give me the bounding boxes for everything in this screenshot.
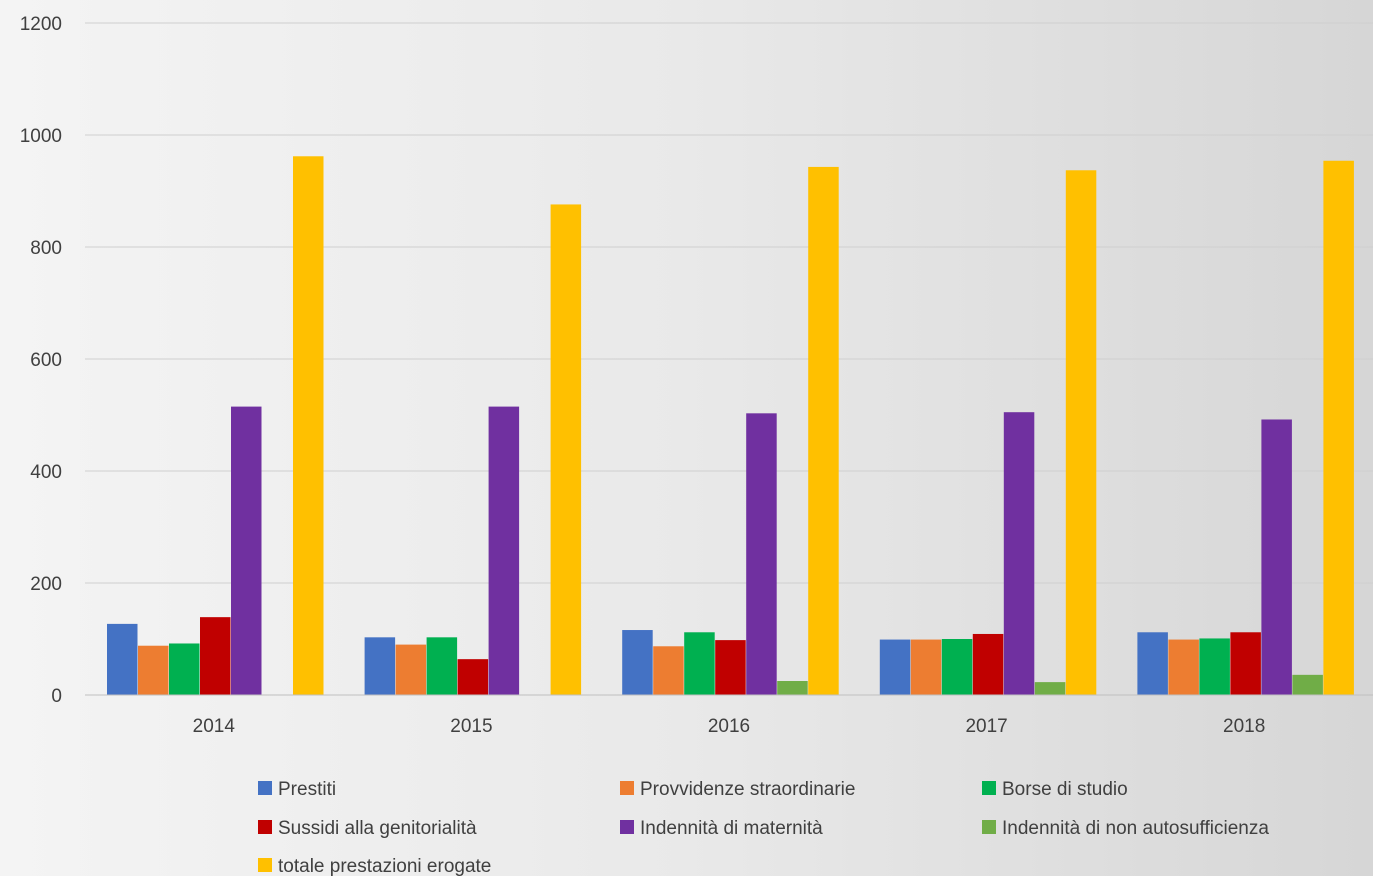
x-axis-labels: 2014 2015 2016 2017 2018 — [193, 716, 1266, 737]
bar-sussidi-alla-genitorialit--2014 — [200, 617, 231, 695]
bar-borse-di-studio-2015 — [426, 637, 458, 695]
bar-prestiti-2014 — [107, 623, 138, 695]
x-tick-label: 2015 — [450, 716, 492, 737]
bar-prestiti-2016 — [622, 630, 653, 695]
bar-borse-di-studio-2014 — [169, 643, 200, 695]
y-tick-label: 0 — [51, 686, 62, 707]
legend-label: totale prestazioni erogate — [278, 856, 491, 876]
x-tick-label: 2016 — [708, 716, 750, 737]
bar-totale-prestazioni-erogate-2015 — [550, 204, 582, 695]
legend-swatch — [258, 820, 272, 834]
bar-totale-prestazioni-erogate-2014 — [293, 156, 324, 695]
bar-sussidi-alla-genitorialit--2017 — [972, 633, 1004, 695]
legend-swatch — [982, 781, 996, 795]
bar-indennit-di-non-autosufficienza-2017 — [1034, 682, 1066, 695]
legend-swatch — [258, 858, 272, 872]
legend-label: Indennità di maternità — [640, 818, 823, 839]
y-tick-label: 200 — [30, 574, 62, 595]
y-tick-label: 600 — [30, 350, 62, 371]
y-axis-ticks: 0 200 400 600 800 1000 1200 — [20, 14, 62, 707]
legend-label: Sussidi alla genitorialità — [278, 818, 477, 839]
bar-prestiti-2017 — [879, 639, 911, 695]
bar-totale-prestazioni-erogate-2018 — [1323, 160, 1354, 695]
bar-provvidenze-straordinarie-2016 — [653, 646, 684, 695]
x-tick-label: 2014 — [193, 716, 236, 737]
bar-borse-di-studio-2017 — [941, 639, 973, 695]
bar-provvidenze-straordinarie-2015 — [395, 644, 427, 695]
bar-indennit-di-maternit--2014 — [231, 406, 262, 695]
legend-label: Prestiti — [278, 779, 336, 800]
bar-provvidenze-straordinarie-2017 — [910, 639, 942, 695]
y-tick-label: 1200 — [20, 14, 62, 35]
bar-borse-di-studio-2018 — [1199, 638, 1230, 695]
y-tick-label: 800 — [30, 238, 62, 259]
bar-sussidi-alla-genitorialit--2016 — [715, 640, 746, 695]
bar-indennit-di-maternit--2015 — [488, 406, 520, 695]
bar-provvidenze-straordinarie-2014 — [138, 645, 169, 695]
legend-label: Indennità di non autosufficienza — [1002, 818, 1269, 839]
legend-swatch — [620, 820, 634, 834]
bar-sussidi-alla-genitorialit--2018 — [1230, 632, 1261, 695]
bar-indennit-di-maternit--2016 — [746, 413, 777, 695]
bar-indennit-di-maternit--2018 — [1261, 419, 1292, 695]
bars — [107, 156, 1354, 696]
x-tick-label: 2017 — [965, 716, 1007, 737]
legend: Prestiti Provvidenze straordinarie Borse d… — [258, 779, 1269, 876]
y-tick-label: 1000 — [20, 126, 62, 147]
bar-totale-prestazioni-erogate-2017 — [1065, 170, 1097, 695]
legend-swatch — [620, 781, 634, 795]
legend-swatch — [258, 781, 272, 795]
bar-indennit-di-non-autosufficienza-2016 — [777, 681, 808, 695]
bar-provvidenze-straordinarie-2018 — [1168, 639, 1199, 695]
gridlines — [85, 22, 1373, 584]
bar-prestiti-2018 — [1137, 632, 1168, 695]
legend-swatch — [982, 820, 996, 834]
legend-label: Borse di studio — [1002, 779, 1128, 800]
bar-indennit-di-non-autosufficienza-2018 — [1292, 674, 1323, 695]
bar-totale-prestazioni-erogate-2016 — [808, 166, 839, 696]
legend-label: Provvidenze straordinarie — [640, 779, 855, 800]
bar-sussidi-alla-genitorialit--2015 — [457, 659, 489, 695]
bar-prestiti-2015 — [364, 637, 396, 695]
bar-borse-di-studio-2016 — [684, 632, 715, 695]
x-tick-label: 2018 — [1223, 716, 1265, 737]
bar-indennit-di-maternit--2017 — [1003, 412, 1035, 695]
y-tick-label: 400 — [30, 462, 62, 483]
